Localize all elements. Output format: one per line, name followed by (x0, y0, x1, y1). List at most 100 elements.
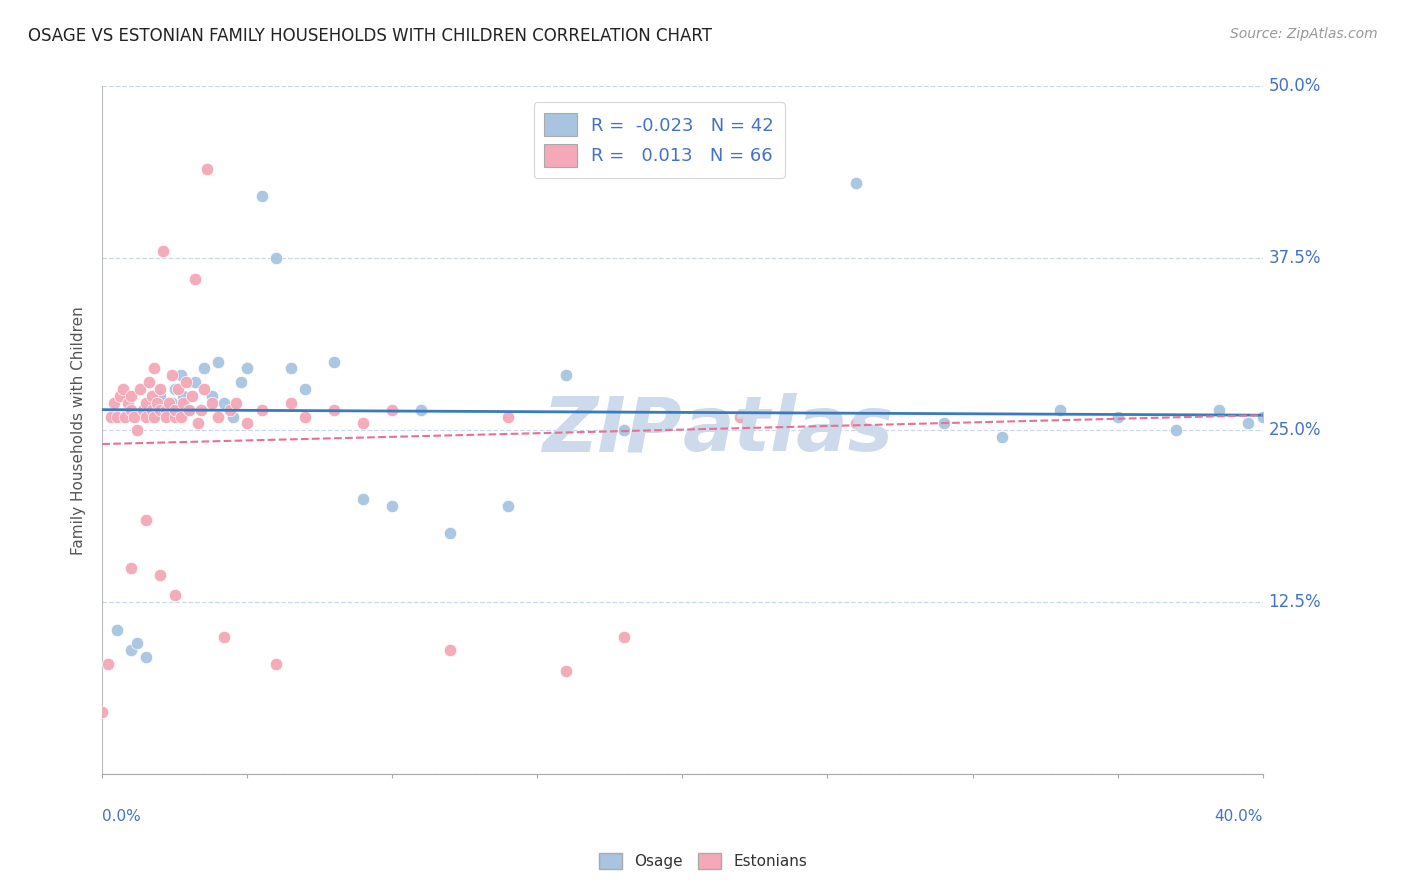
Text: 0.0%: 0.0% (103, 808, 141, 823)
Point (250, 189, 273, 203)
Text: OSAGE VS ESTONIAN FAMILY HOUSEHOLDS WITH CHILDREN CORRELATION CHART: OSAGE VS ESTONIAN FAMILY HOUSEHOLDS WITH… (28, 27, 711, 45)
Point (105, 623, 128, 637)
Point (143, 409, 166, 424)
Point (195, 161, 218, 176)
Point (264, 657, 287, 672)
Point (152, 244, 174, 259)
Point (169, 368, 191, 383)
Point (108, 389, 131, 403)
Point (439, 526, 461, 541)
Point (207, 354, 229, 368)
Point (163, 402, 186, 417)
Point (163, 588, 186, 602)
Point (149, 382, 172, 396)
Point (990, 430, 1012, 444)
Point (1164, 423, 1187, 437)
Point (125, 636, 148, 650)
Point (280, 361, 302, 376)
Text: Source: ZipAtlas.com: Source: ZipAtlas.com (1230, 27, 1378, 41)
Point (129, 382, 152, 396)
Point (135, 409, 157, 424)
Point (250, 402, 273, 417)
Point (120, 643, 142, 657)
Point (613, 630, 636, 644)
Point (138, 375, 160, 389)
Point (1237, 417, 1260, 431)
Point (105, 409, 128, 424)
Point (172, 396, 194, 410)
Point (155, 402, 177, 417)
Point (166, 382, 188, 396)
Point (160, 396, 183, 410)
Text: 50.0%: 50.0% (1268, 78, 1320, 95)
Text: 12.5%: 12.5% (1268, 593, 1322, 611)
Legend: Osage, Estonians: Osage, Estonians (593, 847, 813, 875)
Point (730, 409, 752, 424)
Y-axis label: Family Households with Children: Family Households with Children (72, 306, 86, 555)
Point (1049, 402, 1071, 417)
Point (498, 409, 520, 424)
Point (111, 382, 134, 396)
Point (1251, 409, 1274, 424)
Point (932, 417, 955, 431)
Point (114, 409, 136, 424)
Point (132, 402, 155, 417)
Point (323, 354, 346, 368)
Point (352, 491, 374, 506)
Point (184, 375, 207, 389)
Point (212, 630, 235, 644)
Point (117, 396, 139, 410)
Point (280, 396, 302, 410)
Point (149, 402, 172, 417)
Point (1208, 402, 1230, 417)
Point (103, 396, 125, 410)
Point (172, 389, 194, 403)
Point (381, 499, 404, 513)
Point (236, 417, 259, 431)
Point (135, 650, 157, 665)
Point (163, 409, 186, 424)
Point (222, 409, 245, 424)
Point (218, 402, 240, 417)
Text: 37.5%: 37.5% (1268, 250, 1320, 268)
Point (120, 389, 142, 403)
Point (613, 423, 636, 437)
Point (381, 402, 404, 417)
Point (323, 402, 346, 417)
Point (1107, 409, 1129, 424)
Point (157, 396, 180, 410)
Point (179, 402, 201, 417)
Text: 25.0%: 25.0% (1268, 421, 1320, 439)
Point (190, 402, 212, 417)
Point (91, 705, 114, 719)
Point (181, 389, 204, 403)
Point (201, 389, 224, 403)
Point (120, 561, 142, 575)
Point (97, 657, 120, 672)
Point (193, 382, 215, 396)
Point (439, 643, 461, 657)
Text: atlas: atlas (682, 393, 894, 467)
Point (236, 361, 259, 376)
Point (498, 499, 520, 513)
Point (555, 368, 578, 383)
Point (730, 409, 752, 424)
Point (100, 409, 122, 424)
Point (163, 382, 186, 396)
Legend: R =  -0.023   N = 42, R =   0.013   N = 66: R = -0.023 N = 42, R = 0.013 N = 66 (533, 103, 785, 178)
Point (176, 375, 198, 389)
Point (179, 402, 201, 417)
Point (264, 252, 287, 266)
Point (411, 402, 433, 417)
Point (187, 417, 209, 431)
Point (143, 409, 166, 424)
Point (845, 176, 868, 190)
Point (184, 272, 207, 286)
Point (160, 368, 183, 383)
Point (231, 375, 253, 389)
Point (555, 664, 578, 678)
Point (294, 409, 316, 424)
Point (146, 396, 169, 410)
Point (207, 409, 229, 424)
Point (294, 382, 316, 396)
